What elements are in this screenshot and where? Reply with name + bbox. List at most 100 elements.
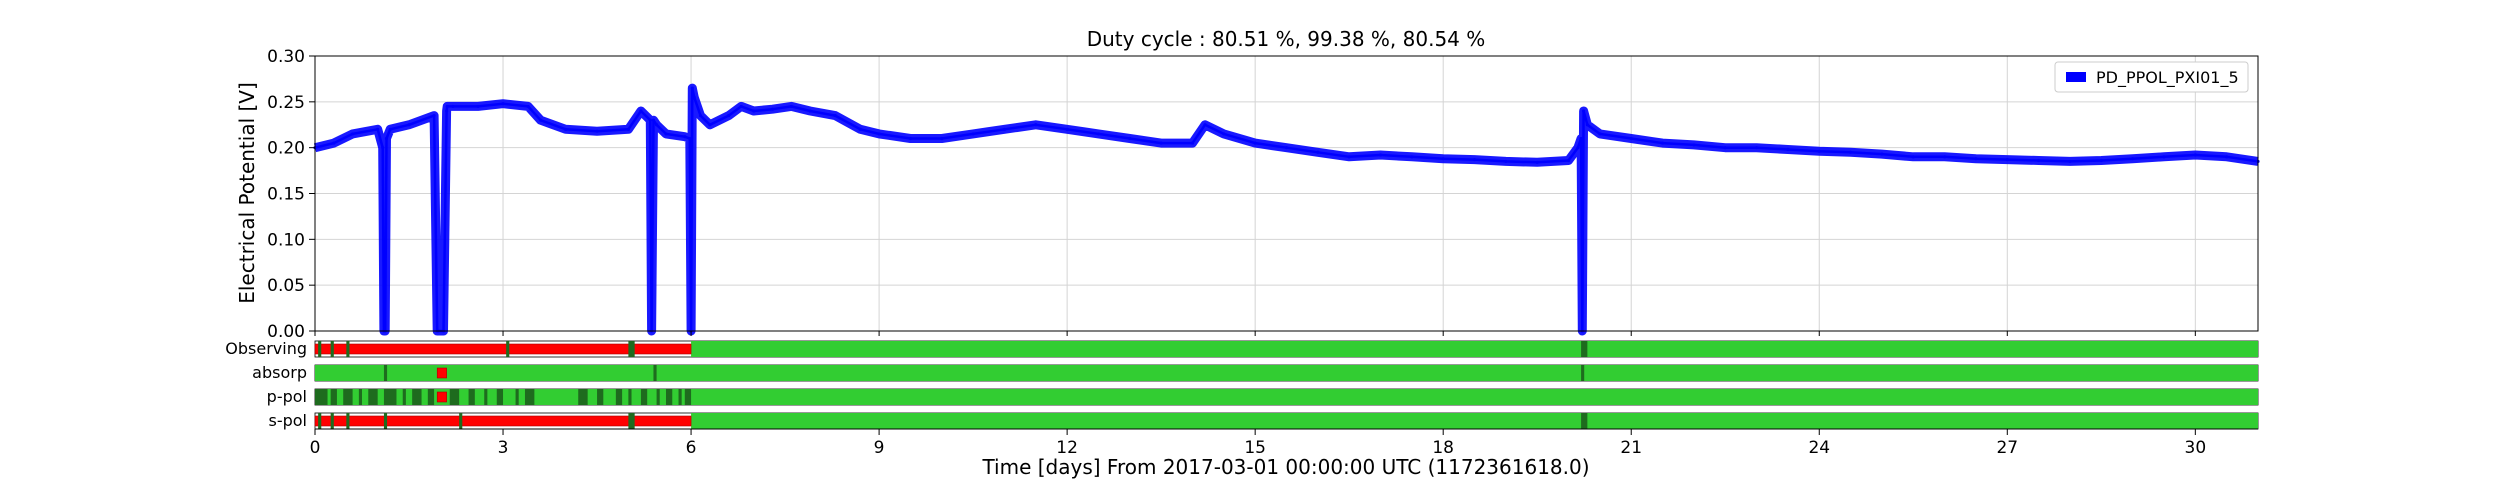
data-point bbox=[1034, 123, 1038, 127]
segment-rows: Observing absorp p-pol s-pol bbox=[225, 339, 2259, 430]
y-tick-label: 0.10 bbox=[267, 230, 305, 250]
segment-flag bbox=[468, 389, 475, 405]
data-point bbox=[432, 113, 436, 118]
segment-flag bbox=[330, 341, 334, 357]
segment-flag bbox=[343, 389, 353, 405]
segment-flag bbox=[330, 389, 337, 405]
data-point bbox=[1190, 141, 1195, 145]
segment-known bbox=[436, 367, 447, 379]
data-point bbox=[1585, 123, 1589, 127]
data-point bbox=[332, 141, 336, 145]
legend-swatch bbox=[2066, 72, 2086, 82]
segment-flag bbox=[678, 389, 682, 405]
data-point bbox=[708, 123, 712, 127]
segment-row-label: Observing bbox=[225, 339, 307, 358]
data-point bbox=[476, 104, 480, 109]
segment-flag bbox=[1581, 365, 1585, 381]
segment-known bbox=[314, 415, 692, 427]
data-point bbox=[698, 113, 703, 118]
legend: PD_PPOL_PXI01_5 bbox=[2054, 61, 2249, 93]
data-point bbox=[1723, 146, 1727, 150]
segment-flag bbox=[484, 389, 488, 405]
segment-flag bbox=[315, 389, 328, 405]
segment-flag bbox=[515, 389, 519, 405]
segment-flag bbox=[318, 413, 322, 429]
data-point bbox=[877, 132, 881, 136]
segment-flag bbox=[496, 389, 504, 405]
segment-flag bbox=[449, 389, 460, 405]
data-point bbox=[1581, 109, 1586, 113]
x-tick-label: 6 bbox=[686, 438, 697, 458]
data-point bbox=[648, 118, 652, 122]
series-layer bbox=[313, 83, 2260, 336]
segment-flag bbox=[459, 413, 463, 429]
data-point bbox=[1472, 157, 1477, 162]
x-tick-label: 0 bbox=[310, 438, 321, 458]
segment-row-label: absorp bbox=[252, 363, 307, 382]
y-axis-ticks: 0.00 0.05 0.10 0.15 0.20 0.25 0.30 bbox=[267, 47, 315, 342]
data-point bbox=[639, 109, 643, 113]
x-tick-label: 9 bbox=[874, 438, 885, 458]
data-point bbox=[2225, 155, 2229, 159]
x-tick-label: 12 bbox=[1056, 438, 1078, 458]
data-point bbox=[1159, 141, 1163, 145]
segment-flag bbox=[383, 413, 388, 429]
x-tick-label: 21 bbox=[1620, 438, 1642, 458]
data-point bbox=[526, 104, 530, 109]
data-point bbox=[539, 118, 543, 122]
data-point bbox=[808, 109, 812, 113]
segment-flag bbox=[628, 341, 635, 357]
data-point bbox=[351, 132, 355, 136]
data-point bbox=[651, 118, 656, 122]
x-tick-label: 18 bbox=[1432, 438, 1454, 458]
data-point bbox=[1065, 127, 1069, 131]
y-tick-label: 0.25 bbox=[267, 93, 305, 113]
data-point bbox=[688, 136, 692, 141]
data-point bbox=[1378, 153, 1383, 157]
data-point bbox=[384, 136, 389, 141]
data-point bbox=[2037, 158, 2041, 163]
data-point bbox=[1253, 141, 1257, 145]
data-point bbox=[727, 113, 731, 118]
y-tick-label: 0.05 bbox=[267, 276, 305, 296]
grid bbox=[314, 55, 2258, 332]
data-point bbox=[388, 127, 392, 131]
data-point bbox=[564, 127, 568, 131]
segment-flag bbox=[615, 389, 623, 405]
data-point bbox=[1504, 159, 1508, 164]
data-point bbox=[626, 127, 630, 131]
segment-flag bbox=[383, 389, 397, 405]
segment-flag bbox=[346, 341, 350, 357]
data-point bbox=[1974, 157, 1978, 161]
segment-flag bbox=[330, 413, 334, 429]
data-point bbox=[2068, 159, 2072, 164]
data-point bbox=[739, 104, 743, 109]
data-point bbox=[1848, 150, 1853, 154]
segment-flag bbox=[524, 389, 535, 405]
data-point bbox=[2131, 157, 2135, 161]
data-point bbox=[1943, 155, 1947, 159]
data-point bbox=[1598, 132, 1602, 136]
data-point bbox=[1576, 146, 1580, 150]
data-point bbox=[789, 104, 793, 109]
chart-title: Duty cycle : 80.51 %, 99.38 %, 80.54 % bbox=[1087, 27, 1486, 51]
x-axis-label: Time [days] From 2017-03-01 00:00:00 UTC… bbox=[981, 455, 1589, 479]
segment-row-label: p-pol bbox=[267, 387, 307, 406]
data-point bbox=[1911, 155, 1915, 159]
data-point bbox=[908, 136, 913, 141]
segment-flag bbox=[1581, 413, 1588, 429]
x-tick-label: 3 bbox=[498, 438, 509, 458]
x-tick-label: 15 bbox=[1244, 438, 1266, 458]
data-point bbox=[692, 95, 696, 99]
data-point bbox=[1880, 152, 1884, 156]
segment-flag bbox=[640, 389, 648, 405]
data-point bbox=[1786, 147, 1790, 152]
segment-flag bbox=[383, 365, 388, 381]
y-axis-label: Electrical Potential [V] bbox=[235, 82, 259, 304]
data-point bbox=[1579, 136, 1583, 141]
data-point bbox=[683, 135, 687, 139]
data-point bbox=[1817, 149, 1821, 153]
x-tick-label: 27 bbox=[1996, 438, 2018, 458]
data-point bbox=[770, 107, 775, 111]
